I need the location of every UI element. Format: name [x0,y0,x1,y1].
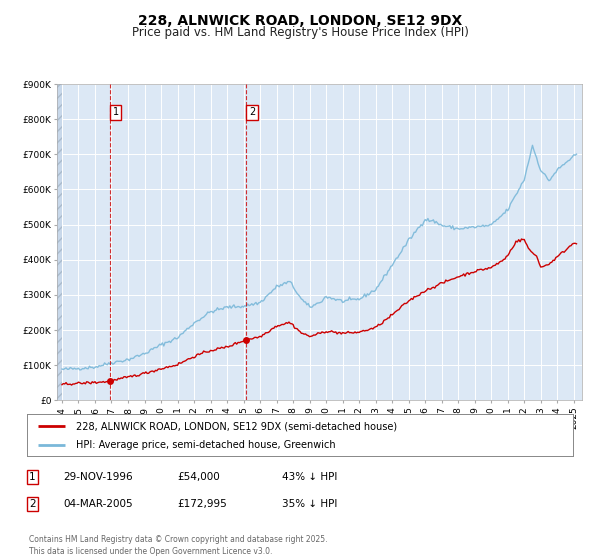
Text: 04-MAR-2005: 04-MAR-2005 [63,499,133,509]
Text: 35% ↓ HPI: 35% ↓ HPI [282,499,337,509]
Text: Price paid vs. HM Land Registry's House Price Index (HPI): Price paid vs. HM Land Registry's House … [131,26,469,39]
Text: Contains HM Land Registry data © Crown copyright and database right 2025.
This d: Contains HM Land Registry data © Crown c… [29,535,328,556]
Text: 1: 1 [112,107,119,117]
Text: 29-NOV-1996: 29-NOV-1996 [63,472,133,482]
Text: HPI: Average price, semi-detached house, Greenwich: HPI: Average price, semi-detached house,… [76,440,336,450]
Text: 1: 1 [29,472,35,482]
Text: 2: 2 [29,499,35,509]
Text: £54,000: £54,000 [177,472,220,482]
Text: 2: 2 [249,107,255,117]
Text: 228, ALNWICK ROAD, LONDON, SE12 9DX (semi-detached house): 228, ALNWICK ROAD, LONDON, SE12 9DX (sem… [76,421,397,431]
Text: £172,995: £172,995 [177,499,227,509]
Text: 228, ALNWICK ROAD, LONDON, SE12 9DX: 228, ALNWICK ROAD, LONDON, SE12 9DX [138,14,462,28]
Text: 43% ↓ HPI: 43% ↓ HPI [282,472,337,482]
